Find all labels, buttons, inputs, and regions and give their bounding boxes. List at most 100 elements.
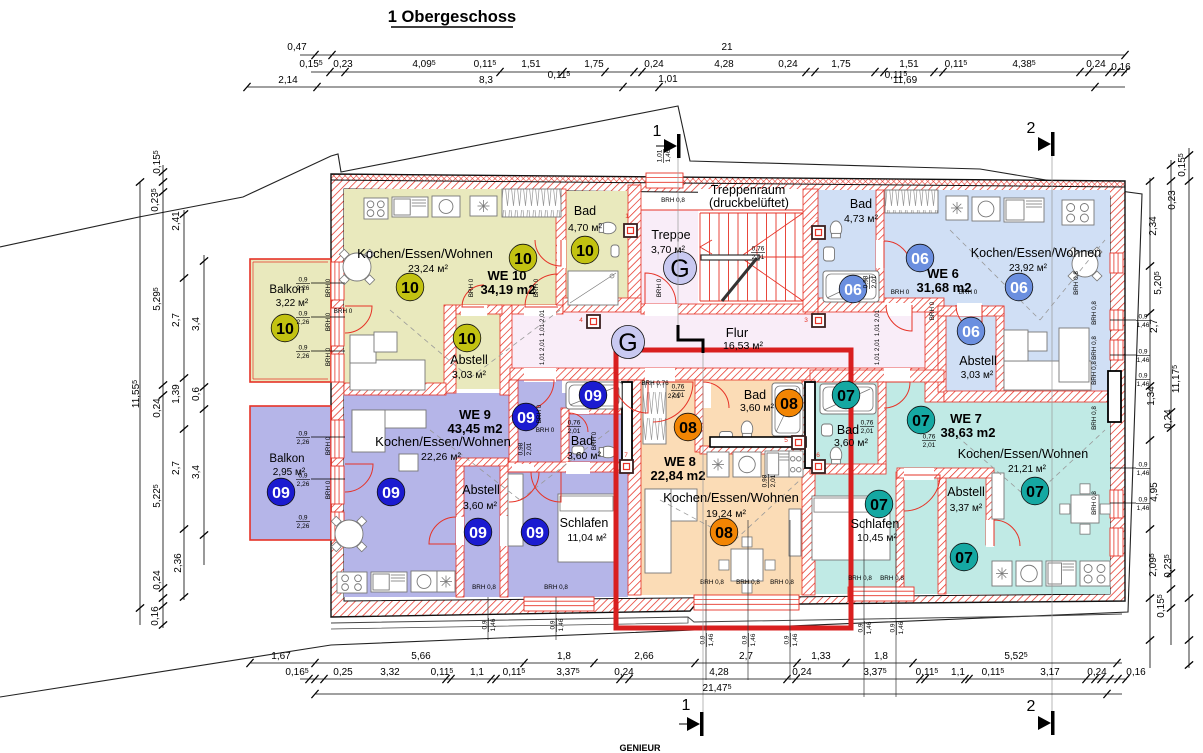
svg-text:BRH 0: BRH 0 — [656, 278, 663, 297]
svg-text:Kochen/Essen/Wohnen: Kochen/Essen/Wohnen — [958, 447, 1088, 461]
svg-text:Abstell: Abstell — [450, 353, 488, 367]
svg-text:Treppe: Treppe — [651, 228, 690, 242]
svg-text:BRH 0: BRH 0 — [891, 289, 910, 296]
svg-text:08: 08 — [780, 396, 798, 413]
svg-text:0,235: 0,235 — [1163, 554, 1174, 577]
svg-text:10: 10 — [514, 251, 532, 268]
svg-text:2: 2 — [1027, 698, 1036, 715]
svg-text:0,115: 0,115 — [885, 70, 908, 81]
svg-text:0,9: 0,9 — [742, 635, 749, 644]
svg-text:10,45 м²: 10,45 м² — [857, 532, 897, 544]
svg-text:0,9: 0,9 — [298, 277, 307, 284]
svg-text:0,98: 0,98 — [762, 474, 769, 487]
svg-text:1,46: 1,46 — [1137, 381, 1150, 388]
svg-text:2,95 м²: 2,95 м² — [273, 467, 306, 478]
svg-text:0,23: 0,23 — [1167, 190, 1178, 210]
svg-text:5,225: 5,225 — [152, 484, 163, 507]
svg-text:1: 1 — [653, 123, 662, 140]
svg-text:Balkon: Balkon — [269, 284, 304, 296]
svg-text:10: 10 — [276, 321, 294, 338]
svg-text:BRH 0: BRH 0 — [468, 278, 475, 297]
svg-text:0,98: 0,98 — [518, 442, 525, 455]
svg-text:0,115: 0,115 — [945, 59, 968, 70]
svg-text:Schlafen: Schlafen — [851, 517, 900, 531]
svg-text:BRH 0: BRH 0 — [536, 427, 555, 434]
svg-text:1,46: 1,46 — [708, 633, 715, 646]
svg-text:0,9: 0,9 — [482, 620, 489, 629]
svg-text:09: 09 — [517, 410, 535, 427]
svg-text:1,1: 1,1 — [470, 667, 484, 678]
svg-text:1,46: 1,46 — [792, 633, 799, 646]
svg-text:0,115: 0,115 — [916, 667, 939, 678]
svg-text:Kochen/Essen/Wohnen: Kochen/Essen/Wohnen — [357, 246, 493, 261]
svg-text:GENIEUR: GENIEUR — [619, 743, 661, 753]
svg-text:2,7: 2,7 — [739, 651, 753, 662]
svg-text:2: 2 — [1027, 120, 1036, 137]
svg-text:0,9: 0,9 — [298, 311, 307, 318]
svg-text:BRH 0,8: BRH 0,8 — [700, 579, 724, 586]
svg-text:BRH 0: BRH 0 — [959, 289, 978, 296]
svg-text:2,41: 2,41 — [171, 211, 182, 231]
svg-text:BRH 0,8: BRH 0,8 — [1091, 361, 1098, 385]
svg-text:3,32: 3,32 — [380, 667, 400, 678]
svg-text:07: 07 — [1026, 484, 1044, 501]
svg-text:Abstell: Abstell — [959, 354, 997, 368]
svg-text:11,04 м²: 11,04 м² — [567, 532, 607, 544]
svg-text:11,69: 11,69 — [893, 75, 918, 86]
svg-text:2: 2 — [815, 217, 819, 224]
svg-text:34,19 m2: 34,19 m2 — [481, 282, 536, 297]
svg-text:BRH 0,8: BRH 0,8 — [661, 197, 685, 204]
svg-text:08: 08 — [715, 525, 733, 542]
svg-text:2,7: 2,7 — [171, 461, 182, 475]
svg-text:4,95: 4,95 — [1149, 482, 1160, 502]
svg-text:38,63 m2: 38,63 m2 — [941, 425, 996, 440]
svg-text:1,75: 1,75 — [584, 59, 604, 70]
svg-text:2,14: 2,14 — [278, 75, 298, 86]
svg-text:BRH 0,8: BRH 0,8 — [1091, 301, 1098, 325]
svg-text:1,01 2,01: 1,01 2,01 — [874, 309, 881, 336]
svg-text:Balkon: Balkon — [269, 453, 304, 465]
svg-text:2,01: 2,01 — [672, 392, 685, 399]
svg-text:Abstell: Abstell — [947, 485, 985, 499]
svg-text:07: 07 — [912, 413, 930, 430]
svg-text:0,24: 0,24 — [1086, 59, 1106, 70]
svg-text:3,375: 3,375 — [556, 667, 579, 678]
svg-text:2,36: 2,36 — [173, 553, 184, 573]
svg-text:4,28: 4,28 — [714, 59, 734, 70]
svg-text:3,375: 3,375 — [863, 667, 886, 678]
svg-text:5,525: 5,525 — [1004, 651, 1027, 662]
svg-text:4,28: 4,28 — [709, 667, 729, 678]
svg-text:11,175: 11,175 — [1171, 365, 1182, 393]
svg-text:1,46: 1,46 — [898, 621, 905, 634]
svg-text:09: 09 — [272, 485, 290, 502]
svg-text:3: 3 — [804, 317, 808, 324]
svg-text:0,76: 0,76 — [861, 420, 874, 427]
svg-text:3,03 м²: 3,03 м² — [961, 370, 994, 381]
svg-text:4,385: 4,385 — [1012, 59, 1035, 70]
svg-text:1,51: 1,51 — [521, 59, 541, 70]
svg-text:31,68 m2: 31,68 m2 — [917, 280, 972, 295]
svg-text:11,555: 11,555 — [131, 380, 142, 408]
svg-text:0,9: 0,9 — [1138, 462, 1147, 469]
svg-text:0,235: 0,235 — [150, 188, 161, 211]
svg-text:G: G — [618, 329, 637, 357]
svg-text:Schlafen: Schlafen — [560, 516, 609, 530]
svg-text:1,8: 1,8 — [874, 651, 888, 662]
svg-text:0,24: 0,24 — [1087, 667, 1107, 678]
svg-text:4: 4 — [579, 317, 583, 324]
svg-text:3,4: 3,4 — [191, 317, 202, 331]
svg-text:BRH 0: BRH 0 — [325, 312, 332, 331]
svg-text:06: 06 — [962, 324, 980, 341]
svg-text:1,33: 1,33 — [811, 651, 831, 662]
svg-text:Kochen/Essen/Wohnen: Kochen/Essen/Wohnen — [663, 490, 799, 505]
svg-text:WE 9: WE 9 — [459, 407, 491, 422]
svg-text:BRH 0,8: BRH 0,8 — [472, 584, 496, 591]
svg-text:BRH 0,8: BRH 0,8 — [544, 584, 568, 591]
svg-text:3,60 м²: 3,60 м² — [567, 450, 602, 462]
svg-text:0,9: 0,9 — [1138, 497, 1147, 504]
svg-text:BRH 0: BRH 0 — [325, 278, 332, 297]
svg-text:8,3: 8,3 — [479, 75, 493, 86]
svg-text:0,9: 0,9 — [298, 345, 307, 352]
svg-text:BRH 0: BRH 0 — [591, 431, 598, 450]
svg-text:0,9: 0,9 — [784, 635, 791, 644]
